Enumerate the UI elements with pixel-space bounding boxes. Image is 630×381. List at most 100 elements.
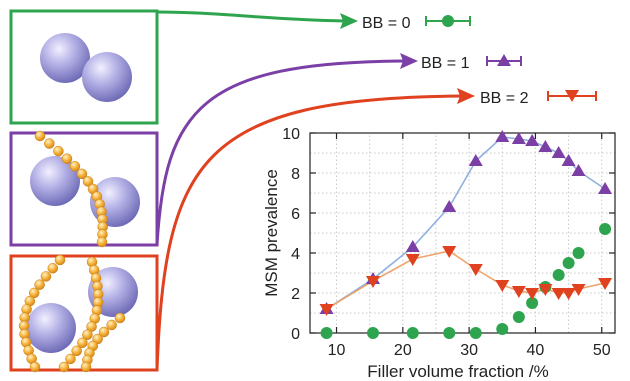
data-point-bb-2	[511, 286, 526, 298]
x-tick-label: 50	[593, 342, 611, 359]
polymer-bead	[76, 168, 88, 180]
data-point-bb-0	[552, 269, 565, 281]
x-tick-label: 40	[527, 342, 545, 359]
polymer-bead	[40, 271, 52, 282]
polymer-bead	[77, 337, 88, 349]
filler-particle	[30, 156, 80, 206]
polymer-bead	[80, 361, 92, 373]
polymer-bead	[82, 176, 94, 187]
data-point-bb-2	[561, 288, 576, 300]
data-point-bb-0	[599, 223, 612, 235]
data-point-bb-0	[512, 311, 525, 323]
legend-marker-bb2	[547, 90, 597, 102]
data-point-bb-2	[551, 288, 566, 300]
plot: 10 20 30 40 50 0 2 4 6 8 10 Filler volume fraction…	[262, 126, 616, 381]
legend-label-bb0: BB = 0	[362, 15, 411, 32]
data-point-bb-2	[442, 246, 457, 258]
y-tick-label: 10	[282, 126, 300, 143]
polymer-bead	[53, 145, 64, 157]
x-tick-label: 30	[460, 342, 478, 359]
data-point-bb-0	[526, 297, 539, 309]
series-markers	[319, 130, 613, 339]
y-tick-label: 4	[291, 246, 300, 263]
polymer-bead	[65, 353, 76, 365]
data-point-bb-0	[562, 257, 575, 269]
x-tick-label: 20	[394, 342, 412, 359]
data-point-bb-1	[511, 132, 526, 144]
data-point-bb-2	[598, 278, 613, 290]
arrowhead-icon	[457, 88, 475, 104]
data-point-bb-1	[495, 130, 510, 142]
polymer-bead	[47, 262, 59, 274]
connector-arrows	[155, 10, 475, 371]
axes: 10 20 30 40 50 0 2 4 6 8 10	[282, 126, 615, 359]
polymer-bead	[71, 345, 82, 357]
data-point-bb-1	[598, 182, 613, 194]
arrowhead-icon	[340, 13, 358, 29]
x-axis-label: Filler volume fraction /%	[367, 362, 548, 381]
data-point-bb-2	[495, 280, 510, 292]
polymer-bead	[82, 329, 93, 340]
filler-particle	[26, 303, 76, 353]
polymer-bead	[29, 361, 41, 373]
data-point-bb-1	[442, 200, 457, 212]
data-point-bb-1	[538, 140, 553, 152]
connector-arrow-bb0	[156, 10, 346, 23]
data-point-bb-2	[319, 304, 334, 316]
legend-label-bb1: BB = 1	[421, 55, 470, 72]
polymer-bead	[61, 153, 73, 164]
data-point-bb-1	[468, 154, 483, 166]
connector-arrow-bb2	[155, 94, 463, 371]
y-axis-label: MSM prevalence	[262, 169, 281, 297]
data-point-bb-0	[320, 327, 333, 339]
y-tick-label: 6	[291, 206, 300, 223]
data-point-bb-1	[551, 146, 566, 158]
data-point-bb-1	[405, 240, 420, 252]
bead-chain	[18, 254, 126, 373]
data-point-bb-2	[468, 264, 483, 276]
connector-arrow-bb1	[155, 59, 406, 246]
bead-chain	[34, 130, 108, 248]
data-point-bb-0	[572, 247, 585, 259]
polymer-bead	[28, 287, 40, 299]
filler-particle	[82, 52, 132, 102]
schematic-panels	[9, 9, 159, 373]
data-point-bb-0	[406, 327, 419, 339]
filler-particle	[40, 33, 90, 83]
data-point-bb-2	[538, 284, 553, 296]
polymer-bead	[98, 326, 110, 338]
y-tick-label: 0	[291, 326, 300, 343]
polymer-bead	[34, 130, 46, 142]
polymer-bead	[106, 319, 117, 331]
plot-frame	[309, 132, 616, 334]
data-point-bb-0	[496, 323, 509, 335]
data-point-bb-0	[366, 327, 379, 339]
polymer-bead	[58, 361, 70, 373]
polymer-bead	[34, 279, 45, 290]
polymer-bead	[96, 236, 108, 248]
data-point-bb-2	[571, 284, 586, 296]
panel-bb0	[9, 9, 159, 125]
legend-marker-bb0	[425, 15, 471, 27]
data-point-bb-1	[571, 164, 586, 176]
panel-bb2	[9, 254, 159, 373]
polymer-bead	[44, 138, 55, 149]
data-point-bb-1	[561, 154, 576, 166]
legend-label-bb2: BB = 2	[480, 90, 529, 107]
x-tick-label: 10	[328, 342, 346, 359]
data-point-bb-2	[365, 276, 380, 288]
panel-bb1	[9, 130, 159, 248]
polymer-bead	[54, 254, 66, 266]
arrowhead-icon	[400, 53, 418, 69]
data-point-bb-0	[443, 327, 456, 339]
y-tick-label: 8	[291, 166, 300, 183]
polymer-bead	[69, 161, 81, 172]
data-point-bb-0	[469, 327, 482, 339]
y-tick-label: 2	[291, 286, 300, 303]
legend: BB = 0 BB = 1 BB = 2	[362, 15, 597, 107]
data-point-bb-2	[405, 254, 420, 266]
data-point-bb-2	[525, 288, 540, 300]
legend-marker-bb1	[486, 54, 522, 66]
polymer-bead	[114, 312, 126, 324]
